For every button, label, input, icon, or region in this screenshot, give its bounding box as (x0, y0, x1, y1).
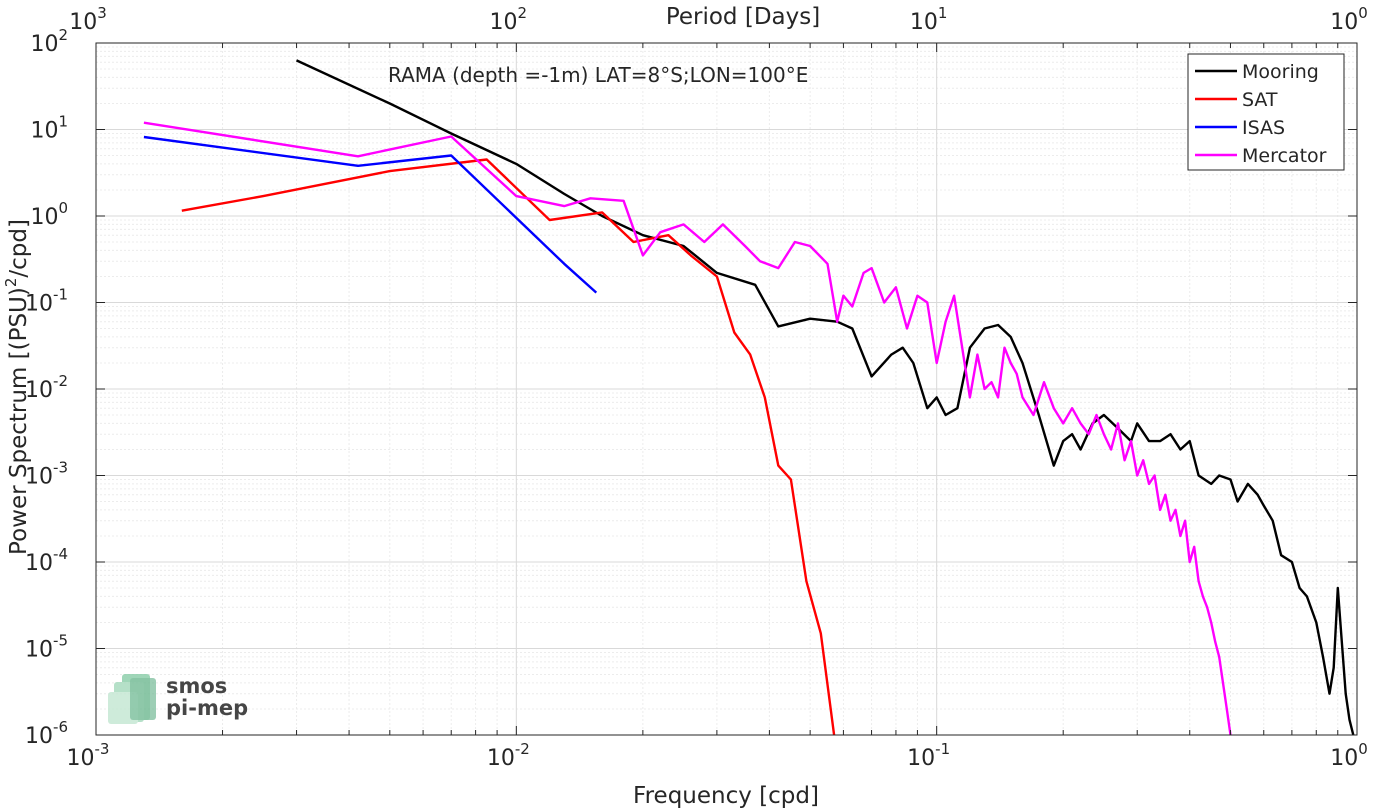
y-tick-label-base: 10 (25, 465, 53, 490)
y-tick-label-exp: 1 (58, 113, 68, 131)
logo-text-smos: smos (166, 674, 227, 698)
x-tick-label: 10-1 (907, 740, 950, 771)
axis-ticks (95, 42, 1358, 736)
y-tick-label: 10-5 (25, 632, 68, 663)
y-tick-label-exp: -6 (53, 718, 68, 736)
top-tick-label-base: 10 (1330, 10, 1358, 35)
x-tick-label-base: 10 (67, 746, 95, 771)
x-tick-label-base: 10 (487, 746, 515, 771)
series-line-mooring (295, 59, 1355, 736)
top-tick-label: 102 (490, 4, 528, 35)
y-tick-label: 10-4 (25, 545, 68, 576)
y-tick-label-base: 10 (25, 292, 53, 317)
y-tick-label: 10-2 (25, 372, 68, 403)
y-tick-label: 10-3 (25, 459, 68, 490)
y-tick-label-base: 10 (25, 378, 53, 403)
top-tick-label-exp: 1 (938, 4, 948, 22)
top-tick-label-base: 10 (910, 10, 938, 35)
series-layer (143, 59, 1355, 736)
x-tick-label-exp: -1 (935, 740, 950, 758)
y-tick-label-exp: -3 (53, 459, 68, 477)
y-axis-label-main: Power Spectrum [(PSU) (6, 287, 32, 555)
y-tick-label-base: 10 (30, 205, 58, 230)
x-tick-label-exp: -3 (95, 740, 110, 758)
top-tick-label-exp: 2 (518, 4, 528, 22)
series-line-sat (181, 158, 836, 736)
y-tick-label-exp: -5 (53, 632, 68, 650)
x-tick-label: 10-3 (67, 740, 110, 771)
x-tick-label-base: 10 (1330, 746, 1358, 771)
chart-annotation: RAMA (depth =-1m) LAT=8°S;LON=100°E (388, 63, 808, 87)
y-tick-label-base: 10 (25, 638, 53, 663)
smos-pi-mep-logo: smos pi-mep (108, 674, 248, 724)
x-tick-label: 10-2 (487, 740, 530, 771)
y-tick-label-exp: 2 (58, 26, 68, 44)
top-tick-label-base: 10 (490, 10, 518, 35)
y-tick-label-exp: 0 (58, 199, 68, 217)
y-tick-label: 102 (30, 26, 68, 57)
top-axis-label: Period [Days] (666, 4, 820, 30)
legend-label-mooring: Mooring (1242, 61, 1319, 83)
x-axis-label: Frequency [cpd] (633, 783, 819, 809)
top-tick-label: 100 (1330, 4, 1368, 35)
y-tick-label: 10-6 (25, 718, 68, 749)
y-axis-label: Power Spectrum [(PSU)2/cpd] (2, 219, 32, 555)
y-tick-label-base: 10 (25, 724, 53, 749)
top-tick-label: 103 (69, 4, 107, 35)
logo-mark (108, 674, 156, 724)
top-tick-label-exp: 3 (97, 4, 107, 22)
x-tick-label-exp: 0 (1358, 740, 1368, 758)
series-line-mercator (143, 121, 1232, 736)
x-tick-label-base: 10 (907, 746, 935, 771)
y-tick-label: 100 (30, 199, 68, 230)
y-tick-label-base: 10 (25, 551, 53, 576)
series-line-isas (143, 135, 598, 294)
top-tick-label-exp: 0 (1358, 4, 1368, 22)
y-axis-label-tail: /cpd] (6, 219, 32, 278)
logo-text-pi-mep: pi-mep (166, 696, 248, 720)
top-tick-label: 101 (910, 4, 948, 35)
legend-label-sat: SAT (1242, 89, 1278, 111)
legend: Mooring SAT ISAS Mercator (1187, 53, 1345, 171)
x-tick-label: 100 (1330, 740, 1368, 771)
legend-label-mercator: Mercator (1242, 145, 1327, 167)
legend-label-isas: ISAS (1242, 117, 1285, 139)
y-tick-label-base: 10 (30, 32, 58, 57)
x-tick-label-exp: -2 (515, 740, 530, 758)
y-tick-label-exp: -4 (53, 545, 68, 563)
legend-box (1187, 53, 1345, 171)
y-tick-label: 101 (30, 113, 68, 144)
y-axis-label-sup: 2 (2, 278, 20, 288)
y-tick-label-exp: -2 (53, 372, 68, 390)
top-tick-label-base: 10 (69, 10, 97, 35)
y-tick-label: 10-1 (25, 286, 68, 317)
y-tick-label-exp: -1 (53, 286, 68, 304)
y-tick-label-base: 10 (30, 119, 58, 144)
